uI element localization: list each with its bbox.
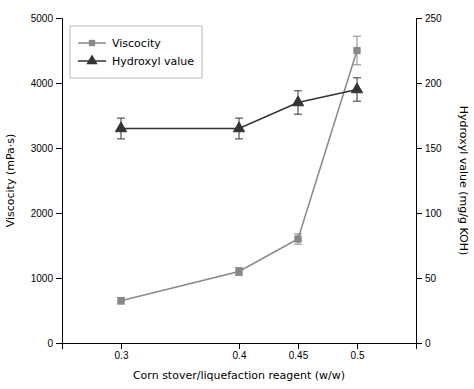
- y-axis-tick-mark: [56, 83, 62, 84]
- y-axis-tick: 0: [47, 338, 62, 349]
- y-axis-tick-label: 2000: [31, 208, 54, 219]
- line: [121, 51, 357, 301]
- y-axis-tick: 4000: [31, 78, 62, 89]
- y-axis-tick-label: 5000: [31, 13, 54, 24]
- y2-axis-tick-mark: [416, 213, 422, 214]
- x-axis-tick: 0.45: [289, 343, 309, 361]
- y2-axis-tick: 50: [416, 273, 437, 284]
- error-bar: [353, 36, 361, 65]
- y-axis-tick: 5000: [31, 13, 62, 24]
- y2-axis-tick-mark: [416, 278, 422, 279]
- legend-label: Hydroxyl value: [112, 55, 194, 68]
- chart-container: 0.3 0.4 0.45 0.5 0 1000 2000 3000 4000 5000 0 50 100…: [0, 0, 474, 389]
- error-bar-cap: [353, 77, 361, 78]
- error-bar-cap: [294, 244, 302, 245]
- legend-frame: [70, 26, 202, 78]
- x-axis: 0.3 0.4 0.45 0.5: [63, 343, 417, 361]
- point: [115, 122, 126, 132]
- y-axis-tick-mark: [56, 343, 62, 344]
- y2-axis-tick-mark: [416, 18, 422, 19]
- y2-axis-tick: 200: [416, 78, 442, 89]
- error-bar-cap: [117, 138, 125, 139]
- y-axis-tick-label: 4000: [31, 78, 54, 89]
- point: [236, 268, 242, 274]
- point: [118, 298, 124, 304]
- point: [295, 236, 301, 242]
- y-axis: 0 1000 2000 3000 4000 5000: [31, 13, 63, 349]
- y-axis-tick: 3000: [31, 143, 62, 154]
- y-axis-tick: 1000: [31, 273, 62, 284]
- y-axis-tick-label: 1000: [31, 273, 54, 284]
- point: [354, 47, 360, 53]
- error-bar-cap: [294, 114, 302, 115]
- error-bar-cap: [117, 118, 125, 119]
- legend-item: Viscocity: [78, 37, 161, 50]
- error-bar: [235, 268, 243, 276]
- legend-label: Viscocity: [112, 37, 161, 50]
- y2-axis-tick-label: 150: [425, 143, 442, 154]
- error-bar-cap: [294, 233, 302, 234]
- x-axis-tick: 0.4: [233, 343, 247, 361]
- y-axis-tick-mark: [56, 278, 62, 279]
- y-axis-tick-mark: [56, 148, 62, 149]
- x-axis-tick: 0.3: [115, 343, 129, 361]
- y2-axis: 0 50 100 150 200 250: [416, 13, 442, 349]
- y2-axis-tick: 150: [416, 143, 442, 154]
- y2-axis-tick: 250: [416, 13, 442, 24]
- y-axis-title: Viscocity (mPa·s): [4, 134, 17, 228]
- legend-swatch-marker: [89, 40, 95, 46]
- y2-axis-tick-label: 100: [425, 208, 442, 219]
- x-axis-tick-mark: [239, 343, 240, 349]
- point: [292, 96, 303, 106]
- legend-swatch-marker: [86, 54, 97, 64]
- y2-axis-tick-label: 0: [425, 338, 431, 349]
- y2-axis-line: [417, 19, 423, 344]
- point: [233, 122, 244, 132]
- y-axis-tick-label: 0: [47, 338, 53, 349]
- x-axis-tick-label: 0.4: [233, 350, 247, 361]
- y2-axis-tick-mark: [416, 83, 422, 84]
- error-bar-cap: [353, 101, 361, 102]
- x-axis-tick-label: 0.3: [115, 350, 129, 361]
- error-bar: [294, 234, 302, 244]
- error-bar-cap: [353, 36, 361, 37]
- y-axis-tick: 2000: [31, 208, 62, 219]
- error-bar-cap: [235, 138, 243, 139]
- error-bar-cap: [353, 64, 361, 65]
- y-axis-tick-mark: [56, 18, 62, 19]
- y2-axis-tick-label: 50: [425, 273, 437, 284]
- series: [115, 78, 362, 139]
- y2-axis-tick: 100: [416, 208, 442, 219]
- error-bar-cap: [235, 118, 243, 119]
- y-axis-line: [56, 19, 63, 344]
- legend-item: Hydroxyl value: [78, 54, 194, 67]
- error-bar: [117, 298, 125, 305]
- y-axis-tick-mark: [56, 213, 62, 214]
- y2-axis-tick-label: 250: [425, 13, 442, 24]
- y2-axis-tick: 0: [416, 338, 431, 349]
- x-axis-tick-mark: [357, 343, 358, 349]
- x-axis-tick-mark: [121, 343, 122, 349]
- plot: 0.3 0.4 0.45 0.5 0 1000 2000 3000 4000 5000 0 50 100…: [4, 13, 470, 382]
- x-axis-tick-label: 0.45: [289, 350, 309, 361]
- legend: Viscocity Hydroxyl value: [70, 26, 202, 78]
- point: [351, 83, 362, 93]
- y2-axis-tick-label: 200: [425, 78, 442, 89]
- error-bar-cap: [294, 90, 302, 91]
- x-axis-line: [63, 344, 417, 350]
- y2-axis-title: Hydroxyl value (mg/g KOH): [457, 106, 470, 256]
- chart: 0.3 0.4 0.45 0.5 0 1000 2000 3000 4000 5000 0 50 100…: [0, 0, 474, 389]
- y-axis-tick-label: 3000: [31, 143, 54, 154]
- x-axis-tick-label: 0.5: [351, 350, 365, 361]
- y2-axis-tick-mark: [416, 343, 422, 344]
- x-axis-tick: 0.5: [351, 343, 365, 361]
- x-axis-title: Corn stover/liquefaction reagent (w/w): [133, 369, 345, 382]
- x-axis-tick-mark: [298, 343, 299, 349]
- y2-axis-tick-mark: [416, 148, 422, 149]
